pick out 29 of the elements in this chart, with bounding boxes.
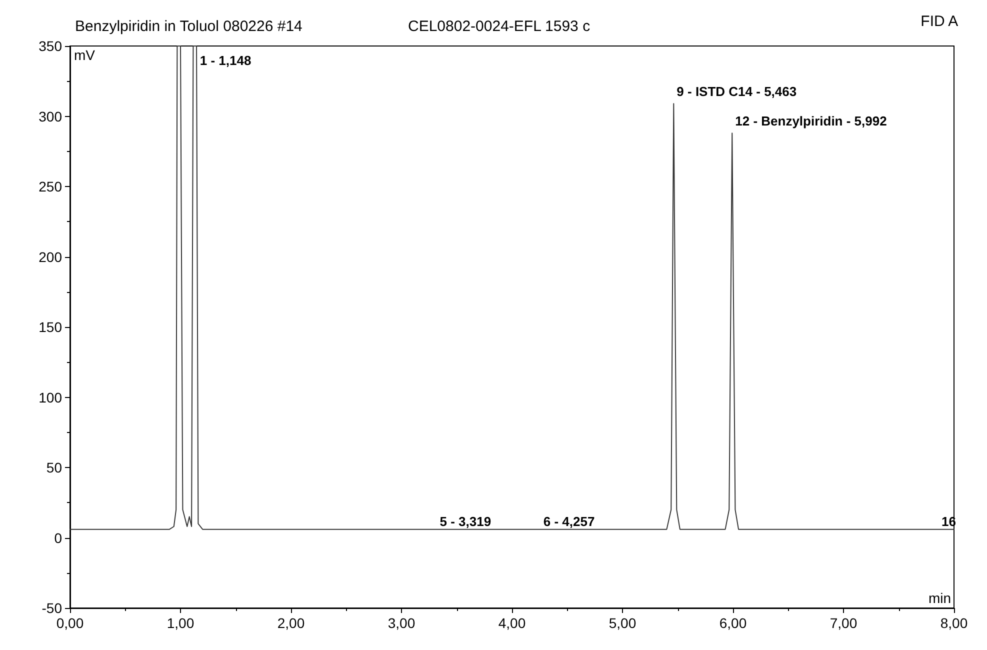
y-tick-label: 50	[46, 460, 62, 476]
line-series	[70, 46, 954, 530]
annotation: 9 - ISTD C14 - 5,463	[676, 84, 797, 99]
x-tick-label: 6,00	[719, 615, 747, 631]
chart-title: Benzylpiridin in Toluol 080226 #14	[75, 18, 302, 35]
annotation: 6 - 4,257	[543, 514, 595, 529]
annotation: 5 - 3,319	[440, 514, 492, 529]
y-tick-label: 150	[38, 319, 62, 335]
y-axis-title: mV	[74, 47, 96, 63]
y-tick-label: -50	[42, 600, 62, 616]
x-axis-title: min	[928, 590, 952, 606]
x-tick-label: 8,00	[940, 615, 968, 631]
annotation: 1 - 1,148	[200, 53, 252, 68]
y-tick-label: 300	[38, 108, 62, 124]
x-tick-label: 7,00	[830, 615, 858, 631]
x-tick-label: 5,00	[608, 615, 636, 631]
x-tick-label: 3,00	[388, 615, 416, 631]
y-tick-label: 100	[38, 389, 62, 406]
x-tick-label: 0,00	[56, 615, 84, 631]
y-tick-label: 350	[38, 38, 62, 54]
x-tick-label: 4,00	[498, 615, 526, 631]
text: FID A	[920, 13, 958, 30]
x-tick-label: 2,00	[277, 615, 305, 631]
chart-subtitle: CEL0802-0024-EFL 1593 c	[408, 18, 591, 35]
x-tick-label: 1,00	[166, 615, 194, 631]
y-tick-label: 0	[54, 530, 62, 546]
y-tick-label: 200	[38, 248, 62, 265]
annotation: 12 - Benzylpiridin - 5,992	[735, 113, 887, 128]
y-tick-label: 250	[38, 178, 62, 194]
